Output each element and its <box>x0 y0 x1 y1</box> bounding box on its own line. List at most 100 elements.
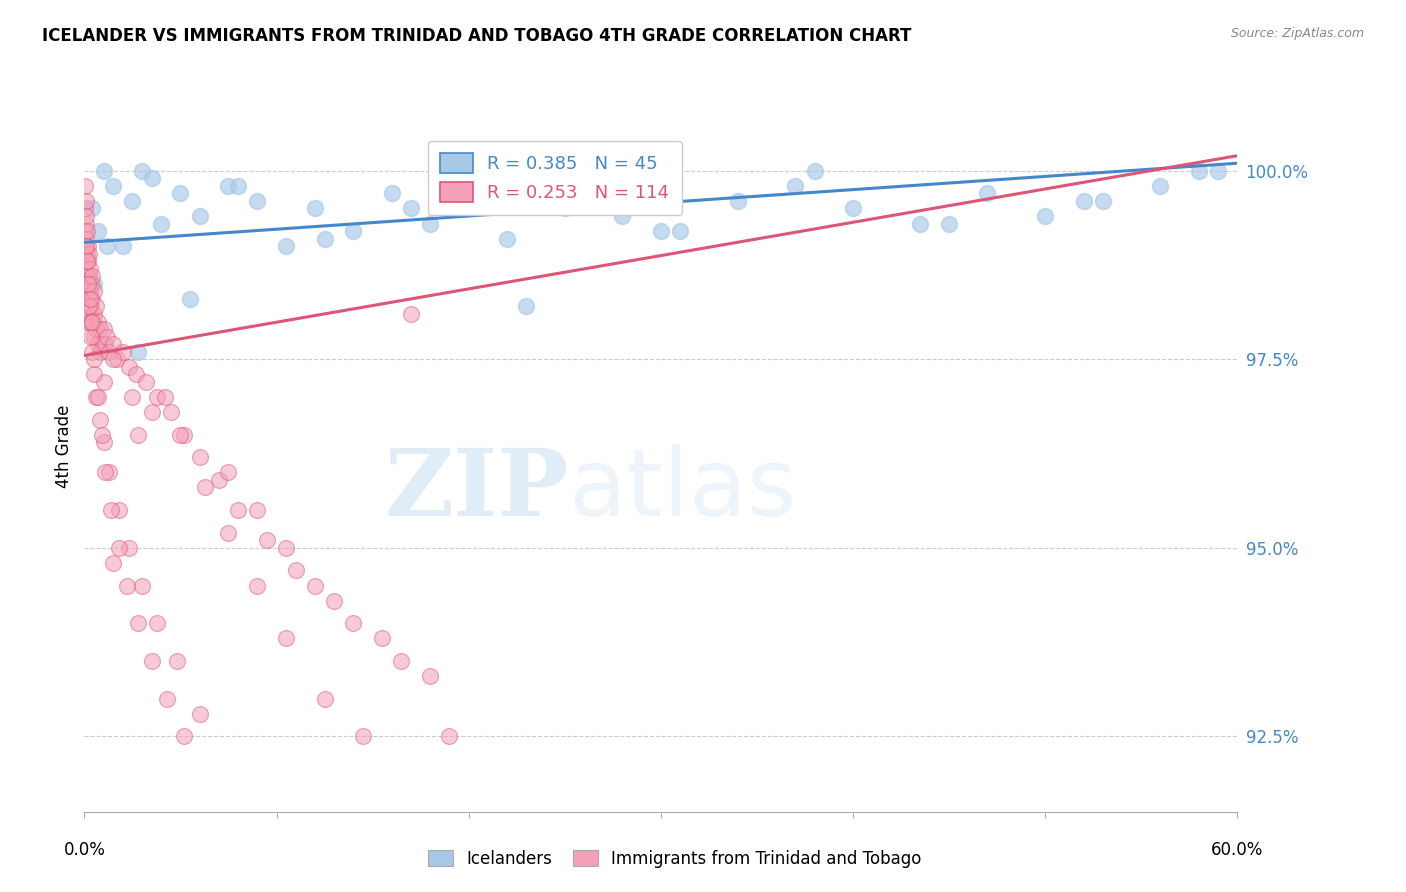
Point <box>77 239 100 253</box>
Point <box>496 232 519 246</box>
Point <box>77 269 100 284</box>
Point <box>194 480 217 494</box>
Point <box>1206 163 1229 178</box>
Point <box>141 171 163 186</box>
Point <box>1033 209 1056 223</box>
Point <box>391 654 413 668</box>
Point <box>77 269 100 284</box>
Point <box>1149 178 1171 193</box>
Point <box>75 232 97 246</box>
Point <box>75 239 97 253</box>
Point <box>131 578 153 592</box>
Point <box>727 194 749 208</box>
Point <box>79 315 101 329</box>
Point <box>276 541 298 555</box>
Point <box>75 239 97 253</box>
Point <box>93 163 115 178</box>
Point <box>77 277 100 291</box>
Point <box>419 217 441 231</box>
Point <box>146 390 169 404</box>
Point <box>80 300 103 314</box>
Point <box>79 292 101 306</box>
Point <box>141 405 163 419</box>
Point <box>100 503 122 517</box>
Point <box>371 632 394 646</box>
Text: 0.0%: 0.0% <box>63 841 105 859</box>
Point <box>75 202 97 216</box>
Legend: R = 0.385   N = 45, R = 0.253   N = 114: R = 0.385 N = 45, R = 0.253 N = 114 <box>427 141 682 215</box>
Point <box>188 450 211 465</box>
Point <box>803 163 825 178</box>
Point <box>135 375 157 389</box>
Point <box>75 254 97 268</box>
Text: Source: ZipAtlas.com: Source: ZipAtlas.com <box>1230 27 1364 40</box>
Point <box>94 466 117 480</box>
Point <box>188 209 211 223</box>
Point <box>1073 194 1095 208</box>
Point <box>84 390 107 404</box>
Point <box>75 277 97 291</box>
Point <box>115 578 138 592</box>
Point <box>226 178 249 193</box>
Point <box>80 202 103 216</box>
Text: ICELANDER VS IMMIGRANTS FROM TRINIDAD AND TOBAGO 4TH GRADE CORRELATION CHART: ICELANDER VS IMMIGRANTS FROM TRINIDAD AN… <box>42 27 911 45</box>
Point <box>246 503 269 517</box>
Point <box>83 277 105 291</box>
Point <box>314 691 336 706</box>
Point <box>1091 194 1114 208</box>
Point <box>117 359 139 374</box>
Point <box>169 186 191 201</box>
Point <box>103 556 124 570</box>
Point <box>276 632 298 646</box>
Point <box>89 322 111 336</box>
Point <box>75 254 97 268</box>
Point <box>146 616 169 631</box>
Point <box>304 202 326 216</box>
Point <box>153 390 176 404</box>
Point <box>87 337 110 351</box>
Point <box>96 329 118 343</box>
Point <box>342 224 364 238</box>
Point <box>976 186 998 201</box>
Point <box>80 315 103 329</box>
Point <box>98 344 121 359</box>
Point <box>93 435 115 450</box>
Text: ZIP: ZIP <box>384 445 568 535</box>
Point <box>77 292 100 306</box>
Point <box>141 654 163 668</box>
Point <box>276 239 298 253</box>
Point <box>342 616 364 631</box>
Point <box>89 412 111 426</box>
Point <box>218 178 240 193</box>
Point <box>150 217 173 231</box>
Point <box>612 209 634 223</box>
Point <box>98 466 121 480</box>
Point <box>515 300 537 314</box>
Point <box>173 427 195 442</box>
Point <box>93 322 115 336</box>
Point <box>399 307 422 321</box>
Point <box>76 224 98 238</box>
Point <box>76 246 98 260</box>
Point <box>419 669 441 683</box>
Point <box>127 427 149 442</box>
Point <box>83 285 105 299</box>
Point <box>208 473 231 487</box>
Point <box>80 344 103 359</box>
Point <box>80 277 103 291</box>
Point <box>90 337 112 351</box>
Point <box>75 178 97 193</box>
Point <box>76 254 98 268</box>
Point <box>127 616 149 631</box>
Point <box>83 307 105 321</box>
Point <box>160 405 183 419</box>
Point <box>111 344 134 359</box>
Point <box>75 194 97 208</box>
Point <box>457 178 479 193</box>
Point <box>111 239 134 253</box>
Point <box>785 178 807 193</box>
Point <box>103 352 124 367</box>
Point <box>188 706 211 721</box>
Point <box>94 337 117 351</box>
Point <box>75 209 97 223</box>
